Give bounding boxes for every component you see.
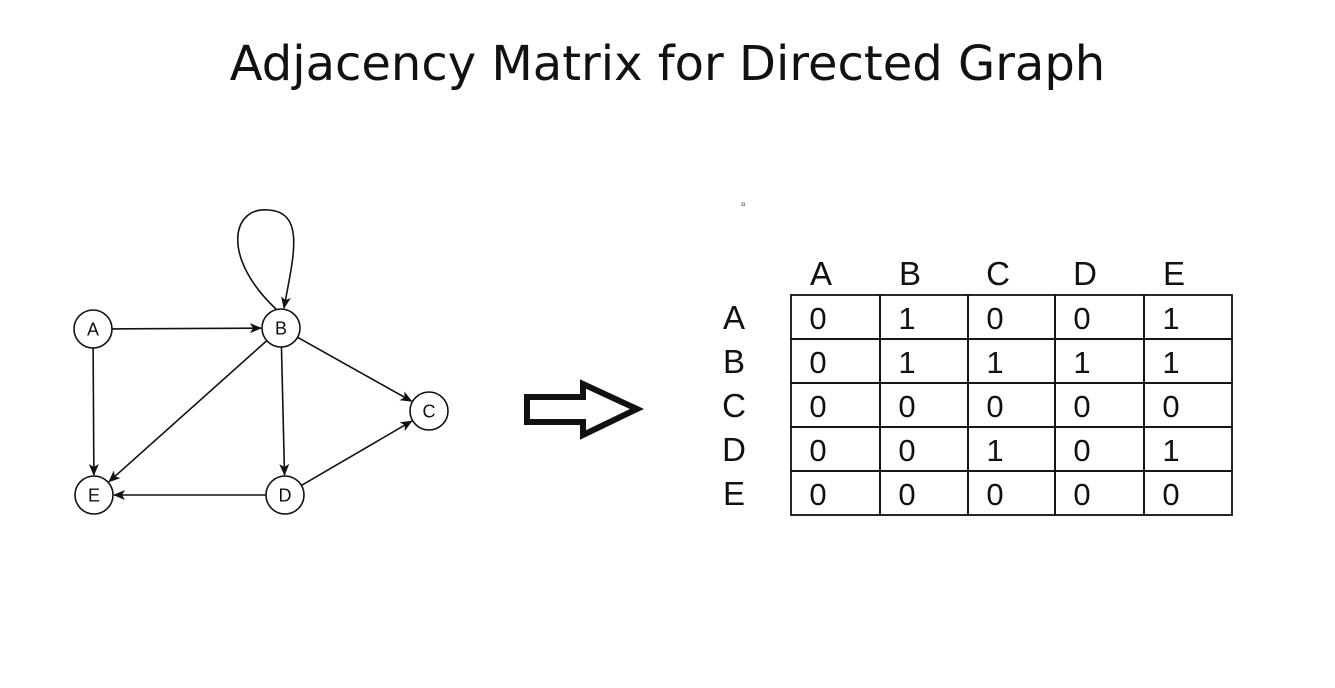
matrix-cell-c-a: 0: [809, 389, 826, 424]
matrix-row-header-a: A: [723, 299, 745, 336]
matrix-cell-border: [1054, 470, 1145, 516]
matrix-cell-border: [967, 382, 1056, 428]
edge-A-B: [111, 323, 263, 334]
matrix-cell-border: [790, 338, 881, 384]
matrix-cell-b-b: 1: [898, 345, 915, 380]
conversion-arrow-icon: [524, 379, 645, 440]
node-label: D: [279, 486, 292, 506]
graph-node-e: E: [74, 475, 114, 515]
matrix-cell-b-d: 1: [1073, 345, 1090, 380]
matrix-cell-border: [1054, 294, 1145, 340]
graph-node-d: D: [265, 475, 305, 515]
node-circle: [74, 475, 114, 515]
matrix-cell-a-a: 0: [809, 301, 826, 336]
matrix-cell-a-d: 0: [1073, 301, 1090, 336]
matrix-cell-b-a: 0: [809, 345, 826, 380]
matrix-cell-border: [790, 426, 881, 472]
matrix-cell-d-b: 0: [898, 433, 915, 468]
matrix-cell-border: [879, 294, 969, 340]
matrix-cell-b-e: 1: [1162, 345, 1179, 380]
matrix-cell-border: [790, 294, 881, 340]
matrix-cell-border: [879, 470, 969, 516]
matrix-cell-border: [1143, 294, 1233, 340]
matrix-cell-c-b: 0: [898, 389, 915, 424]
matrix-cell-border: [1143, 426, 1233, 472]
matrix-cell-border: [967, 294, 1056, 340]
matrix-row-header-b: B: [723, 343, 745, 380]
matrix-col-header-c: C: [986, 255, 1010, 292]
matrix-cell-c-c: 0: [986, 389, 1003, 424]
matrix-cell-border: [1054, 338, 1145, 384]
matrix-cell-border: [1143, 338, 1233, 384]
matrix-cell-a-b: 1: [898, 301, 915, 336]
graph-nodes: A B C D E: [73, 308, 449, 515]
matrix-cell-c-d: 0: [1073, 389, 1090, 424]
matrix-cell-d-a: 0: [809, 433, 826, 468]
matrix-cell-border: [1054, 382, 1145, 428]
matrix-cell-a-e: 1: [1162, 301, 1179, 336]
graph-edges: [88, 209, 413, 500]
node-circle: [265, 475, 305, 515]
edge-B-B: [237, 209, 295, 311]
node-circle: [73, 309, 113, 349]
matrix-cell-d-d: 0: [1073, 433, 1090, 468]
node-circle: [261, 308, 301, 348]
node-label: E: [88, 486, 100, 506]
node-circle: [409, 391, 449, 431]
matrix-cell-border: [879, 426, 969, 472]
edge-B-E: [108, 340, 268, 483]
node-label: C: [423, 402, 436, 422]
edge-B-D: [279, 346, 290, 477]
matrix-cell-border: [790, 470, 881, 516]
edge-A-E: [88, 347, 99, 477]
decorative-speck: ¤: [741, 200, 746, 209]
matrix-cell-border: [879, 382, 969, 428]
matrix-cell-border: [1143, 382, 1233, 428]
matrix-cell-border: [879, 338, 969, 384]
matrix-col-header-a: A: [810, 255, 832, 292]
matrix-col-header-d: D: [1073, 255, 1097, 292]
node-label: A: [87, 320, 99, 340]
matrix-col-header-b: B: [899, 255, 921, 292]
matrix-cell-border: [967, 470, 1056, 516]
matrix-cell-b-c: 1: [986, 345, 1003, 380]
matrix-cell-e-d: 0: [1073, 477, 1090, 512]
matrix-cell-border: [967, 338, 1056, 384]
matrix-cell-c-e: 0: [1162, 389, 1179, 424]
graph-node-a: A: [73, 309, 113, 349]
matrix-col-header-e: E: [1163, 255, 1185, 292]
matrix-cell-e-b: 0: [898, 477, 915, 512]
matrix-cell-e-e: 0: [1162, 477, 1179, 512]
matrix-row-header-d: D: [722, 431, 746, 468]
matrix-row-header-c: C: [722, 387, 746, 424]
graph-node-c: C: [409, 391, 449, 431]
edge-B-C: [297, 336, 413, 402]
edge-D-C: [301, 420, 413, 487]
matrix-cell-d-e: 1: [1162, 433, 1179, 468]
matrix-cell-e-a: 0: [809, 477, 826, 512]
matrix-cell-d-c: 1: [986, 433, 1003, 468]
graph-node-b: B: [261, 308, 301, 348]
node-label: B: [275, 319, 287, 339]
matrix-row-header-e: E: [723, 475, 745, 512]
matrix-cell-border: [967, 426, 1056, 472]
matrix-cell-border: [1054, 426, 1145, 472]
matrix-cell-border: [1143, 470, 1233, 516]
matrix-cell-border: [790, 382, 881, 428]
matrix-cell-e-c: 0: [986, 477, 1003, 512]
slide-title: Adjacency Matrix for Directed Graph: [229, 36, 1106, 92]
matrix-cell-a-c: 0: [986, 301, 1003, 336]
